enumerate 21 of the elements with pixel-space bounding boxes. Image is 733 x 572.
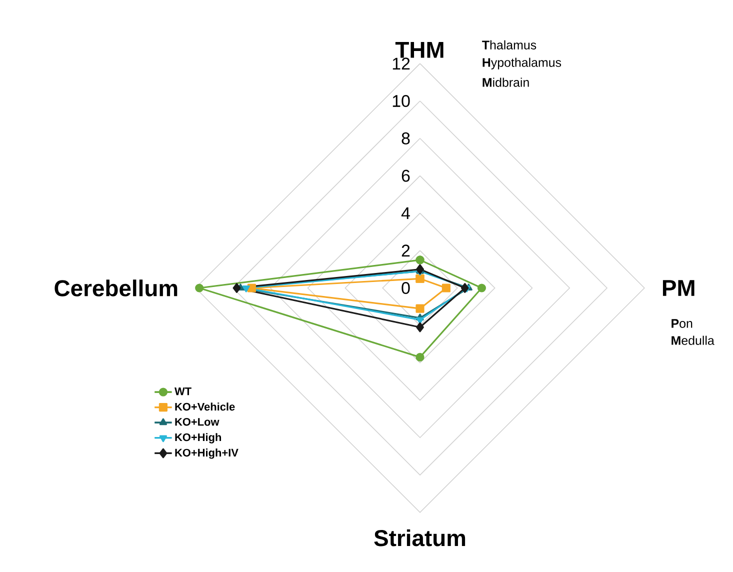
text: Midbrain: [482, 78, 529, 87]
legend-label: WT: [174, 388, 192, 396]
y-tick-label: 4: [401, 207, 410, 220]
text: Pon: [672, 319, 692, 328]
y-tick-label: 10: [392, 94, 410, 107]
spoke-label: PM: [662, 280, 694, 296]
y-tick-label: 2: [402, 244, 410, 257]
text: Hypothalamus: [482, 58, 562, 70]
legend-label: KO+Low: [175, 418, 220, 426]
y-tick-label: 6: [402, 170, 410, 182]
y-tick-label: 0: [402, 282, 410, 294]
text: Thalamus: [482, 40, 536, 50]
legend-label: KO+Vehicle: [175, 402, 235, 411]
spoke-label: Cerebellum: [54, 280, 178, 296]
spoke-label: THM: [395, 42, 444, 58]
y-tick-label: 8: [402, 132, 410, 144]
text: Medulla: [672, 336, 714, 345]
legend-label: KO+High+IV: [175, 448, 238, 459]
y-tick-label: 12: [392, 58, 410, 70]
legend-label: KO+High: [175, 433, 222, 444]
spoke-label: Striatum: [374, 529, 466, 546]
